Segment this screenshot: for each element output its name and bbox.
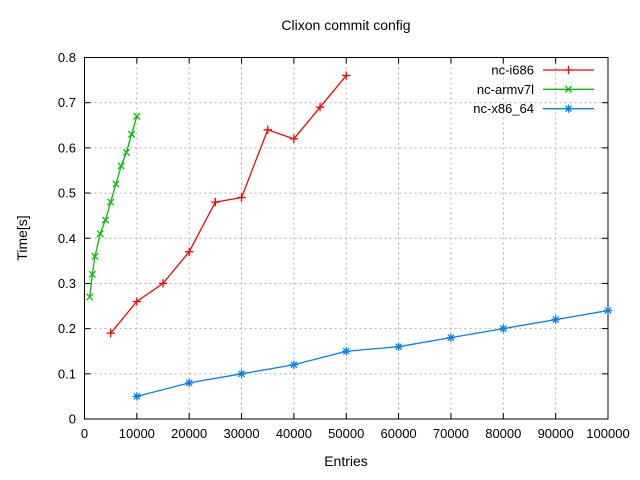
legend-label-nc-i686: nc-i686 (491, 63, 534, 78)
x-tick-label: 70000 (433, 426, 469, 441)
y-tick-label: 0.6 (58, 140, 76, 155)
legend-sample-marker-nc-armv7l (564, 85, 573, 93)
y-tick-label: 0.3 (58, 276, 76, 291)
y-tick-label: 0.1 (58, 366, 76, 381)
x-tick-label: 80000 (485, 426, 521, 441)
legend-label-nc-armv7l: nc-armv7l (477, 82, 534, 97)
series-markers-nc-x86_64 (132, 306, 613, 401)
x-tick-label: 10000 (119, 426, 155, 441)
y-tick-label: 0 (69, 412, 76, 427)
y-tick-label: 0.8 (58, 50, 76, 65)
series-line-nc-armv7l (89, 116, 138, 298)
series-markers-nc-armv7l (86, 112, 141, 301)
x-axis-label: Entries (324, 453, 368, 469)
series-markers-nc-i686 (106, 71, 351, 338)
legend-label-nc-x86_64: nc-x86_64 (473, 101, 534, 116)
legend-sample-marker-nc-i686 (564, 65, 573, 75)
chart-plot-area: 0 10000 20000 30000 40000 50000 60000 70000 8000… (58, 50, 630, 441)
x-tick-label: 0 (81, 426, 88, 441)
y-axis-label: Time[s] (14, 215, 30, 260)
chart-title: Clixon commit config (281, 17, 410, 33)
legend-sample-marker-nc-x86_64 (564, 104, 573, 113)
x-tick-label: 30000 (223, 426, 259, 441)
y-tick-label: 0.4 (58, 231, 76, 246)
x-tick-label: 40000 (276, 426, 312, 441)
y-tick-label: 0.7 (58, 95, 76, 110)
y-tick-label: 0.2 (58, 321, 76, 336)
x-tick-label: 90000 (538, 426, 574, 441)
series-line-nc-x86_64 (136, 309, 609, 398)
series-line-nc-i686 (110, 75, 347, 334)
x-tick-label: 60000 (381, 426, 417, 441)
x-tick-label: 100000 (586, 426, 629, 441)
y-tick-label: 0.5 (58, 186, 76, 201)
x-tick-label: 20000 (171, 426, 207, 441)
x-tick-label: 50000 (328, 426, 364, 441)
